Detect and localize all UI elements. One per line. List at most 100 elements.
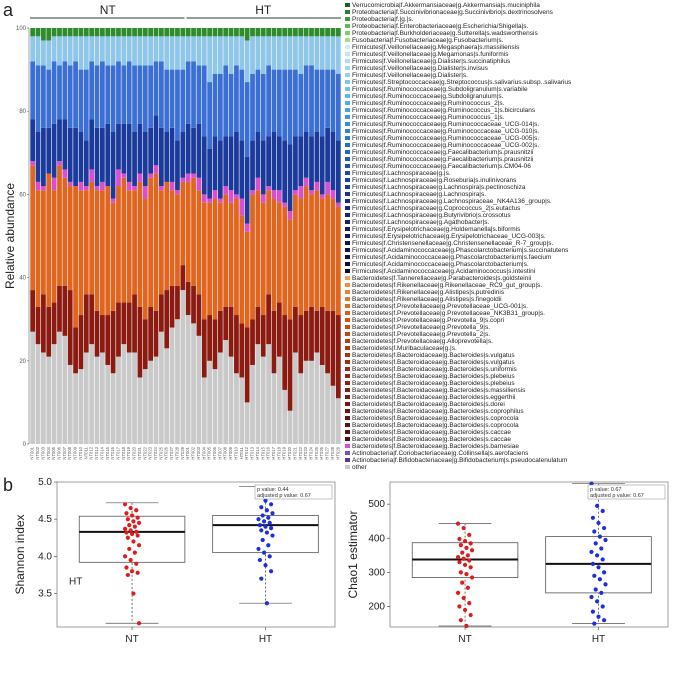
bar-segment-orange (212, 198, 218, 320)
bar-segment-pink (116, 169, 121, 187)
bar-segment-pink (148, 173, 154, 178)
bar-segment-orange (244, 231, 250, 328)
bar-segment-midblue (325, 69, 330, 128)
bar-segment-midblue (287, 69, 293, 145)
x-tick-label: HT (259, 634, 272, 645)
bar-segment-green (196, 28, 202, 37)
bar-segment-orange (35, 190, 41, 307)
bar-segment-midblue (158, 61, 164, 128)
bar-segment-red (266, 294, 271, 345)
legend-swatch (345, 171, 350, 175)
data-point (596, 520, 601, 526)
bar-segment-orange (239, 215, 245, 324)
bar-segment-pink (110, 198, 116, 203)
sample-label: NT025 (158, 446, 163, 459)
bar-segment-darkblue (244, 156, 250, 224)
data-point (597, 534, 603, 539)
sample-label: NT020 (132, 446, 137, 459)
bar-segment-green (244, 28, 250, 41)
bar-segment-red (330, 310, 336, 386)
bar-segment-lightblue (325, 36, 330, 70)
bar-segment-green (234, 28, 239, 37)
adjusted-pvalue-text: adjusted p value: 0.67 (590, 493, 644, 499)
bar-segment-green (223, 28, 229, 37)
legend-label: Bacteroidetes|f.Prevotellaceae|g.Prevote… (352, 303, 528, 310)
bar-segment-lightblue (201, 36, 207, 66)
bar-segment-red (30, 290, 36, 332)
legend-label: Bacteroidetes|f.Bacteroidaceae|g.Bactero… (352, 366, 518, 373)
data-point (260, 537, 265, 543)
data-point (590, 609, 596, 614)
pvalue-text: p value: 0.67 (590, 487, 622, 493)
legend-label: Firmicutes|f.Lachnospiraceae|g.Lachnospi… (352, 184, 526, 191)
data-point (465, 553, 470, 558)
legend-swatch (345, 122, 350, 126)
legend-swatch (345, 374, 350, 378)
bar-segment-pink (169, 181, 175, 191)
bar-segment-other (335, 398, 341, 444)
bar-segment-pink (196, 177, 202, 191)
bar-segment-red (250, 319, 255, 365)
legend-label: Firmicutes|f.Ruminococcaceae|g.Subdoligr… (352, 86, 528, 93)
bar-segment-red (180, 265, 186, 291)
bar-segment-orange (319, 198, 325, 307)
bar-segment-red (309, 306, 314, 361)
bar-segment-pink (100, 181, 105, 191)
data-point (136, 520, 142, 525)
bar-segment-darkblue (78, 132, 84, 182)
bar-segment-lightblue (126, 36, 132, 62)
bar-segment-red (276, 302, 282, 357)
data-point (266, 515, 271, 520)
data-point (468, 565, 473, 570)
x-tick-label: NT (125, 634, 138, 645)
bar-segment-other (51, 344, 57, 444)
bar-segment-darkblue (57, 119, 62, 162)
bar-segment-other (89, 344, 95, 444)
y-tick-label: 3.5 (38, 589, 52, 600)
bar-segment-green (89, 28, 95, 37)
legend-label: Bacteroidetes|f.Bacteroidaceae|g.Bactero… (352, 436, 511, 443)
bar-segment-lightblue (191, 36, 196, 62)
bar-segment-lightblue (67, 36, 73, 66)
data-point (468, 541, 473, 546)
bar-segment-lightblue (35, 36, 41, 66)
legend-swatch (345, 255, 350, 259)
sample-label: NT018 (121, 446, 126, 459)
legend: Verrucomicrobia|f.Akkermansiaceae|g.Akke… (345, 2, 572, 471)
bar-segment-pink (234, 194, 239, 199)
legend-swatch (345, 52, 350, 56)
bar-segment-red (153, 310, 159, 357)
y-tick-label: 20 (19, 359, 26, 365)
bar-segment-green (73, 28, 78, 37)
data-point (461, 595, 466, 601)
data-point (602, 525, 607, 531)
bar-segment-pink (83, 186, 89, 191)
pvalue-text: p value: 0.44 (257, 487, 289, 493)
data-point (128, 505, 133, 511)
bar-segment-darkblue (255, 132, 261, 178)
bar-segment-midblue (175, 69, 180, 141)
legend-label: Bacteroidetes|f.Bacteroidaceae|g.Bactero… (352, 359, 515, 366)
bar-segment-midblue (250, 73, 255, 141)
bar-segment-lightblue (169, 36, 175, 70)
legend-label: Firmicutes|f.Ruminococcaceae|g.Ruminococ… (352, 135, 539, 142)
bar-segment-orange (169, 190, 175, 286)
bar-segment-darkblue (276, 136, 282, 191)
bar-segment-red (73, 327, 78, 374)
bar-segment-midblue (153, 61, 159, 116)
bar-segment-red (142, 319, 148, 370)
bar-segment-midblue (260, 73, 266, 141)
sample-label: HT005 (207, 446, 212, 459)
sample-label: HT029 (335, 446, 340, 459)
legend-swatch (345, 178, 350, 182)
bar-segment-lightblue (282, 36, 288, 70)
sample-label: HT024 (309, 446, 314, 459)
data-point (136, 543, 142, 548)
data-point (127, 523, 132, 528)
bar-segment-lightblue (244, 40, 250, 83)
bar-segment-midblue (212, 73, 218, 137)
data-point (462, 562, 468, 568)
bar-segment-darkblue (287, 144, 293, 212)
legend-swatch (345, 444, 350, 448)
bar-segment-other (207, 360, 213, 444)
